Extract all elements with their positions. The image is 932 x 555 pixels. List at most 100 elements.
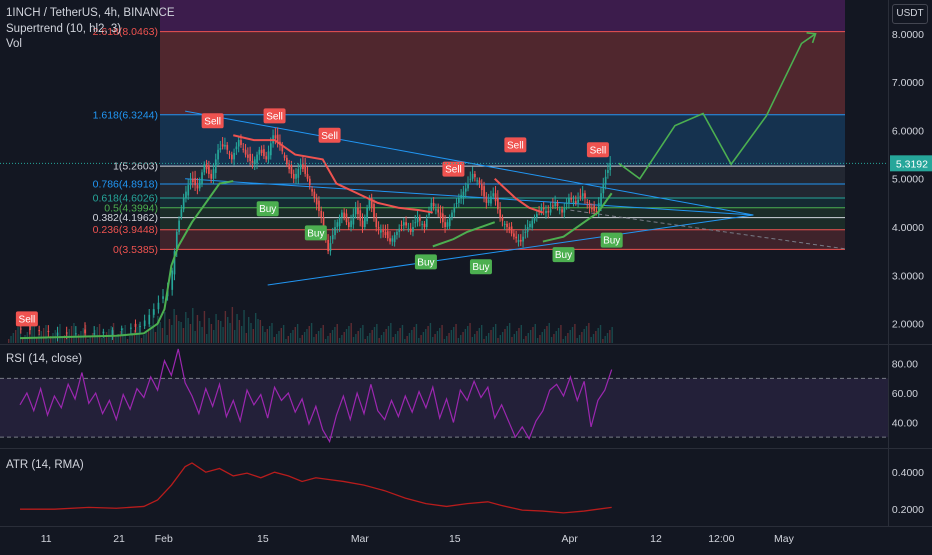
volume-bar xyxy=(492,327,495,343)
volume-bar xyxy=(341,335,343,343)
volume-bar xyxy=(420,335,422,343)
x-tick-label: Apr xyxy=(562,533,579,545)
candle-body xyxy=(531,220,534,228)
candle-body xyxy=(604,176,607,184)
volume-bar xyxy=(10,336,12,343)
x-tick-label: 15 xyxy=(257,533,269,545)
volume-bar xyxy=(317,331,320,343)
candle-body xyxy=(189,178,192,186)
volume-bar xyxy=(101,338,103,343)
volume-bar xyxy=(376,324,378,343)
volume-bar xyxy=(245,333,248,343)
candle-body xyxy=(297,169,300,178)
volume-bar xyxy=(429,323,432,343)
supertrend-line xyxy=(494,178,544,214)
candle-body xyxy=(221,144,224,147)
candle-body xyxy=(407,228,410,230)
candle-body xyxy=(253,159,256,165)
candle-body xyxy=(464,188,467,192)
volume-bar xyxy=(418,338,420,343)
candle-body xyxy=(315,198,318,205)
buy-signal-badge xyxy=(256,201,279,217)
volume-bar xyxy=(220,321,222,343)
candle-body xyxy=(423,223,426,228)
rsi-line xyxy=(19,348,613,444)
candle-body xyxy=(240,140,242,145)
candle-body xyxy=(295,173,297,179)
volume-bar xyxy=(227,317,229,343)
candle-body xyxy=(361,220,364,228)
supertrend-legend[interactable]: Supertrend (10, hl2, 3) xyxy=(6,23,122,35)
x-tick-label: May xyxy=(774,533,795,545)
candle-body xyxy=(581,193,584,197)
candle-body xyxy=(173,251,176,275)
buy-signal-label: Buy xyxy=(417,257,434,268)
fib-level-label: 1(5.2603) xyxy=(113,161,158,173)
y-tick-label: 7.0000 xyxy=(892,77,924,89)
candle-body xyxy=(558,209,561,211)
volume-legend[interactable]: Vol xyxy=(6,38,22,50)
volume-bar xyxy=(604,336,606,343)
candle-body xyxy=(607,170,609,173)
volume-bar xyxy=(434,334,436,343)
trendline xyxy=(185,178,754,216)
candle-body xyxy=(175,231,178,252)
sell-signal-badge xyxy=(15,311,38,327)
candle-body xyxy=(513,233,515,237)
volume-bar xyxy=(103,335,105,343)
volume-bar xyxy=(87,339,89,343)
candle-body xyxy=(412,227,414,232)
volume-bar xyxy=(182,328,185,343)
volume-bar xyxy=(581,332,583,343)
candle-body xyxy=(198,180,201,189)
candle-body xyxy=(102,331,105,334)
x-tick-label: 12:00 xyxy=(708,533,734,545)
candle-body xyxy=(517,239,520,243)
volume-bar xyxy=(315,334,317,343)
candle-body xyxy=(306,173,309,179)
volume-bar xyxy=(436,331,439,343)
volume-bar xyxy=(331,330,334,343)
candle-body xyxy=(574,201,577,203)
volume-bar xyxy=(173,309,175,343)
volume-bar xyxy=(217,320,220,343)
y-tick-label: 8.0000 xyxy=(892,29,924,41)
candle-body xyxy=(529,223,531,228)
supertrend-line xyxy=(542,192,613,243)
candle-body xyxy=(162,296,164,299)
sell-signal-label: Sell xyxy=(19,314,36,325)
volume-bar xyxy=(257,319,259,343)
volume-bar xyxy=(234,330,236,343)
volume-bar xyxy=(324,339,327,343)
volume-bar xyxy=(513,334,516,343)
volume-bar xyxy=(373,327,376,343)
candle-body xyxy=(139,326,141,328)
volume-bar xyxy=(271,323,273,343)
rsi-y-tick-label: 40.00 xyxy=(892,417,918,429)
volume-bar xyxy=(578,335,581,343)
currency-badge[interactable]: USDT xyxy=(892,4,928,24)
candle-body xyxy=(203,164,206,173)
volume-bar xyxy=(548,323,550,343)
candle-body xyxy=(304,165,307,174)
candle-body xyxy=(329,243,332,252)
y-tick-label: 2.0000 xyxy=(892,319,924,331)
volume-bar xyxy=(453,327,455,343)
atr-line xyxy=(20,462,612,514)
candle-body xyxy=(545,210,547,214)
candle-body xyxy=(526,227,529,232)
candle-body xyxy=(595,210,598,213)
candle-body xyxy=(499,209,502,218)
fib-level-label: 0.5(4.3994) xyxy=(104,202,158,214)
volume-bar xyxy=(560,325,562,343)
candle-body xyxy=(235,146,238,150)
volume-bar xyxy=(411,330,413,343)
candle-body xyxy=(120,328,123,331)
volume-bar xyxy=(166,335,168,343)
volume-bar xyxy=(401,325,404,343)
candle-body xyxy=(441,213,444,223)
volume-bar xyxy=(63,335,66,343)
sell-signal-label: Sell xyxy=(266,111,283,122)
volume-bar xyxy=(171,325,173,343)
